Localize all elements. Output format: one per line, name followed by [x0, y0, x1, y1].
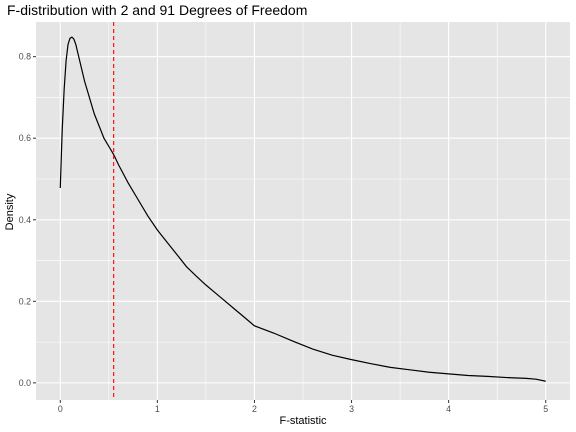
y-axis-label: Density: [4, 193, 16, 230]
minor-gridlines: [36, 22, 570, 400]
y-tick-label: 0.4: [19, 215, 31, 225]
x-tick-label: 1: [155, 404, 160, 414]
x-tick-label: 5: [543, 404, 548, 414]
y-tick-label: 0.8: [19, 52, 31, 62]
major-gridlines: [36, 22, 570, 400]
y-tick-label: 0.6: [19, 133, 31, 143]
x-tick-label: 3: [349, 404, 354, 414]
y-axis: 0.0 0.2 0.4 0.6 0.8: [19, 52, 36, 388]
y-tick-label: 0.2: [19, 296, 31, 306]
x-axis-label: F-statistic: [279, 415, 327, 427]
x-tick-label: 4: [446, 404, 451, 414]
x-tick-label: 0: [58, 404, 63, 414]
x-tick-label: 2: [252, 404, 257, 414]
chart-title: F-distribution with 2 and 91 Degrees of …: [7, 2, 307, 18]
x-axis: 0 1 2 3 4 5: [58, 400, 548, 414]
density-curve: [59, 36, 546, 382]
y-tick-label: 0.0: [19, 378, 31, 388]
